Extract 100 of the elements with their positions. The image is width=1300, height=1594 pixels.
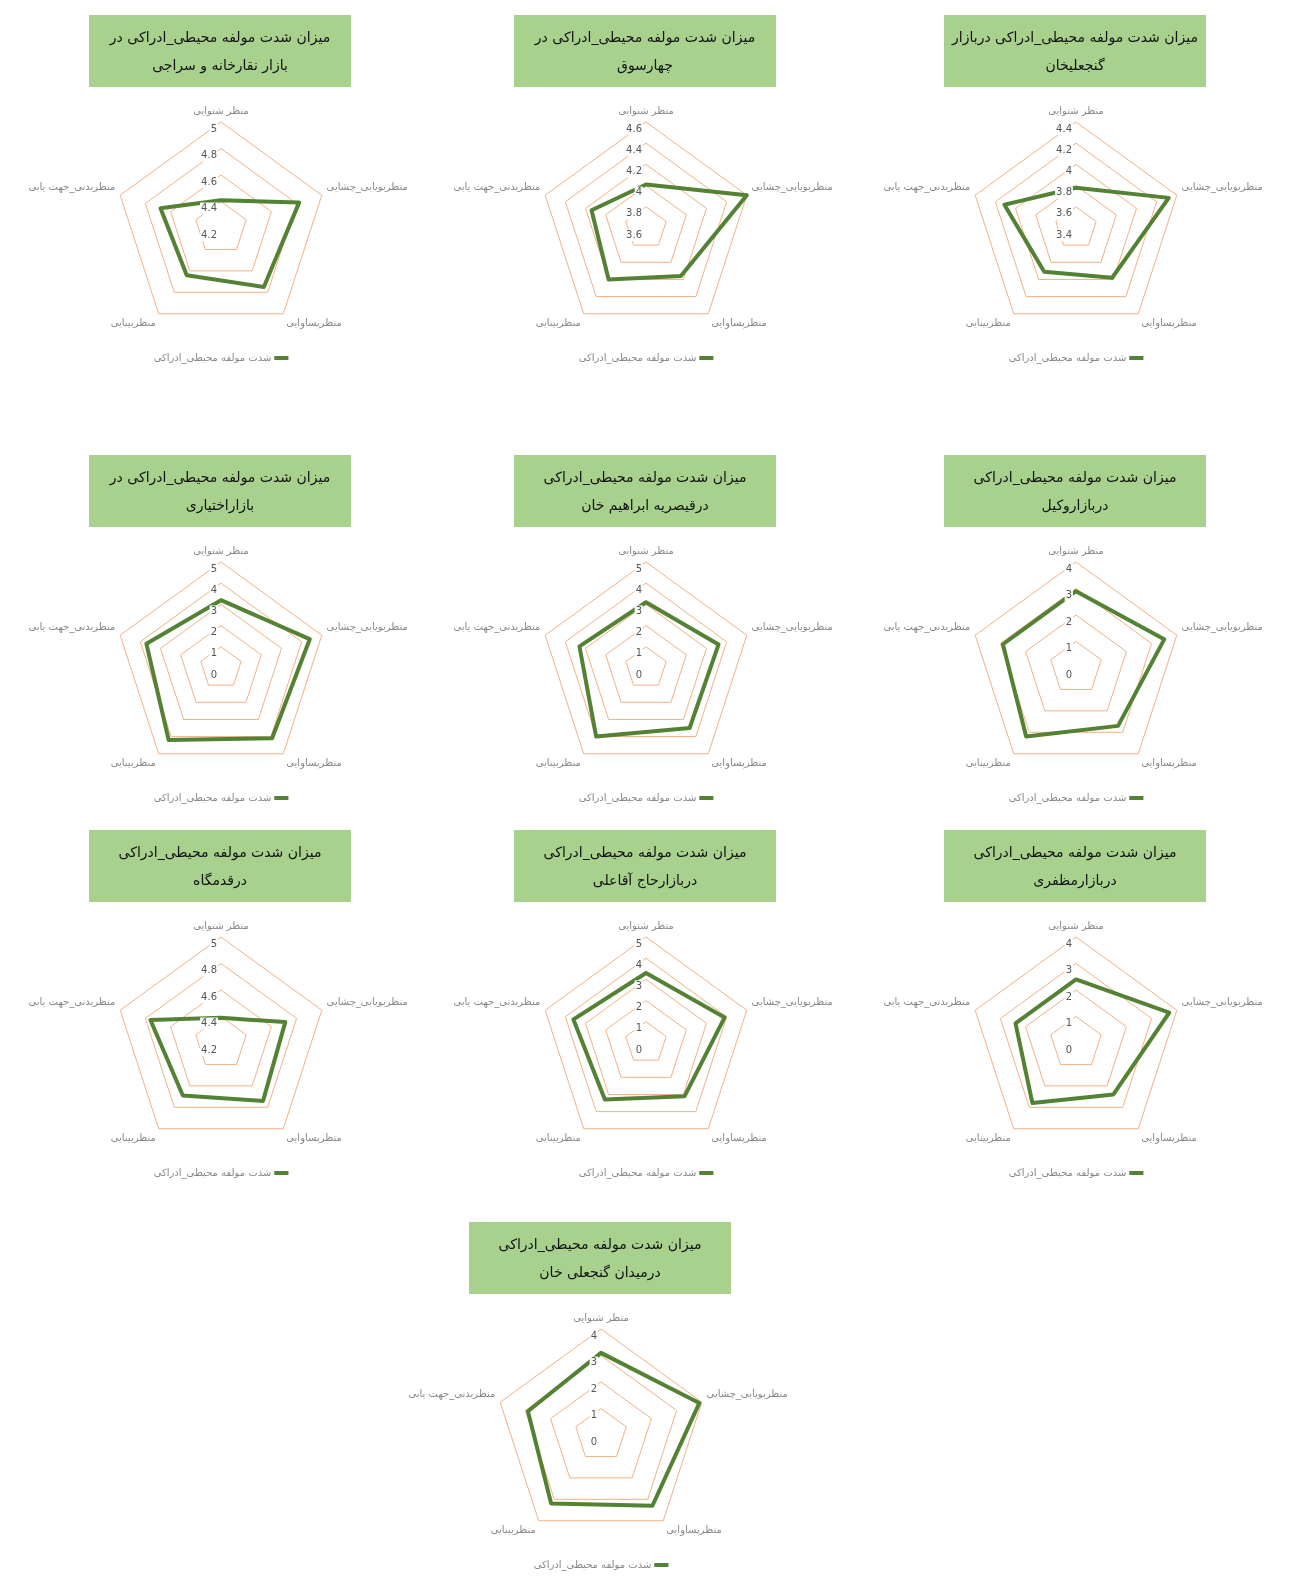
y-tick-label: 2 [635,1001,642,1013]
legend-label: شدت مولفه محیطی_ادراکی [578,1166,697,1179]
y-tick-label: 5 [210,122,217,134]
y-tick-label: 0 [635,668,642,680]
y-tick-label: 0 [590,1435,597,1447]
y-tick-label: 3 [1065,589,1072,601]
legend-label: شدت مولفه محیطی_ادراکی [578,351,697,364]
spoke-label: منظر شنوایی [573,1311,629,1323]
y-tick-label: 1 [635,647,642,659]
spoke-label: منظر شنوایی [618,919,674,931]
y-tick-label: 4.2 [1056,143,1072,155]
spoke-label: منظربدنی_جهت یابی [883,181,971,194]
y-tick-label: 4 [635,583,642,595]
y-tick-label: 4.8 [201,964,217,976]
spoke-label: منظربینایی [490,1524,536,1536]
spoke-label: منظربویایی_چشایی [326,996,408,1009]
spoke-label: منظربینایی [535,757,581,769]
y-tick-label: 4 [1065,562,1072,574]
chart-title: میزان شدت مولفه محیطی_ادراکی دربازاروکیل [944,455,1206,527]
spoke-label: منظربدنی_جهت یابی [883,996,971,1009]
spoke-label: منظرپساوایی [286,317,342,330]
spoke-label: منظربدنی_جهت یابی [408,1388,496,1401]
legend-label: شدت مولفه محیطی_ادراکی [153,1166,272,1179]
spoke-label: منظربدنی_جهت یابی [453,996,541,1009]
spoke-label: منظر شنوایی [1048,919,1104,931]
chart-title: میزان شدت مولفه محیطی_ادراکی درقیصریه ابراهیم خان [514,455,776,527]
y-tick-label: 3.8 [1056,186,1072,198]
spoke-label: منظربدنی_جهت یابی [453,181,541,194]
spoke-label: منظربینایی [965,757,1011,769]
spoke-label: منظربینایی [110,1132,156,1144]
spoke-label: منظر شنوایی [193,104,249,116]
y-tick-label: 1 [1065,642,1072,654]
y-tick-label: 3.8 [626,207,642,219]
spoke-label: منظربویایی_چشایی [326,181,408,194]
legend-label: شدت مولفه محیطی_ادراکی [153,791,272,804]
spoke-label: منظربویایی_چشایی [706,1388,788,1401]
y-tick-label: 1 [1065,1017,1072,1029]
y-tick-label: 3.6 [1056,207,1072,219]
y-tick-label: 4.6 [201,175,217,187]
y-tick-label: 2 [210,626,217,638]
y-tick-label: 3 [210,604,217,616]
y-tick-label: 2 [590,1382,597,1394]
y-tick-label: 4.4 [201,1017,217,1029]
legend-label: شدت مولفه محیطی_ادراکی [533,1558,652,1571]
legend-label: شدت مولفه محیطی_ادراکی [578,791,697,804]
spoke-label: منظر شنوایی [618,104,674,116]
spoke-label: منظربینایی [535,317,581,329]
y-tick-label: 4.6 [626,122,642,134]
y-tick-label: 3 [635,604,642,616]
chart-title: میزان شدت مولفه محیطی_ادراکی دربازارحاج آقاعلی [514,830,776,902]
spoke-label: منظربینایی [965,1132,1011,1144]
y-tick-label: 4 [1065,164,1072,176]
spoke-label: منظر شنوایی [618,544,674,556]
chart-title: میزان شدت مولفه محیطی_ادراکی دربازارمظفری [944,830,1206,902]
legend-label: شدت مولفه محیطی_ادراکی [1008,791,1127,804]
legend-label: شدت مولفه محیطی_ادراکی [1008,1166,1127,1179]
spoke-label: منظربینایی [965,317,1011,329]
y-tick-label: 3 [635,979,642,991]
spoke-label: منظرپساوایی [1141,317,1197,330]
spoke-label: منظربویایی_چشایی [1181,621,1263,634]
chart-title: میزان شدت مولفه محیطی_ادراکی درمیدان گنجعلی خان [469,1222,731,1294]
y-tick-label: 4.4 [626,143,642,155]
y-tick-label: 4 [635,186,642,198]
chart-title: میزان شدت مولفه محیطی_ادراکی در چهارسوق [514,15,776,87]
y-tick-label: 4 [1065,937,1072,949]
y-tick-label: 0 [635,1043,642,1055]
spoke-label: منظربدنی_جهت یابی [453,621,541,634]
spoke-label: منظربدنی_جهت یابی [883,621,971,634]
spoke-label: منظرپساوایی [1141,757,1197,770]
spoke-label: منظر شنوایی [1048,544,1104,556]
spoke-label: منظربویایی_چشایی [751,621,833,634]
spoke-label: منظرپساوایی [286,757,342,770]
y-tick-label: 3.4 [1056,228,1072,240]
legend-label: شدت مولفه محیطی_ادراکی [153,351,272,364]
y-tick-label: 0 [1065,668,1072,680]
y-tick-label: 5 [210,562,217,574]
chart-title: میزان شدت مولفه محیطی_ادراکی در بازار نقارخانه و سراجی [89,15,351,87]
y-tick-label: 4.6 [201,990,217,1002]
y-tick-label: 3.6 [626,228,642,240]
y-tick-label: 4.2 [626,164,642,176]
y-tick-label: 0 [1065,1043,1072,1055]
y-tick-label: 2 [635,626,642,638]
y-tick-label: 0 [210,668,217,680]
legend-label: شدت مولفه محیطی_ادراکی [1008,351,1127,364]
y-tick-label: 3 [1065,964,1072,976]
spoke-label: منظربینایی [110,757,156,769]
spoke-label: منظر شنوایی [1048,104,1104,116]
spoke-label: منظربدنی_جهت یابی [28,181,116,194]
spoke-label: منظربویایی_چشایی [751,996,833,1009]
spoke-label: منظربدنی_جهت یابی [28,996,116,1009]
y-tick-label: 1 [590,1409,597,1421]
chart-title: میزان شدت مولفه محیطی_ادراکی درقدمگاه [89,830,351,902]
y-tick-label: 5 [635,562,642,574]
y-tick-label: 4.4 [1056,122,1072,134]
y-tick-label: 4.2 [201,1043,217,1055]
spoke-label: منظر شنوایی [193,544,249,556]
spoke-label: منظربویایی_چشایی [1181,181,1263,194]
spoke-label: منظر شنوایی [193,919,249,931]
y-tick-label: 1 [635,1022,642,1034]
spoke-label: منظربویایی_چشایی [1181,996,1263,1009]
